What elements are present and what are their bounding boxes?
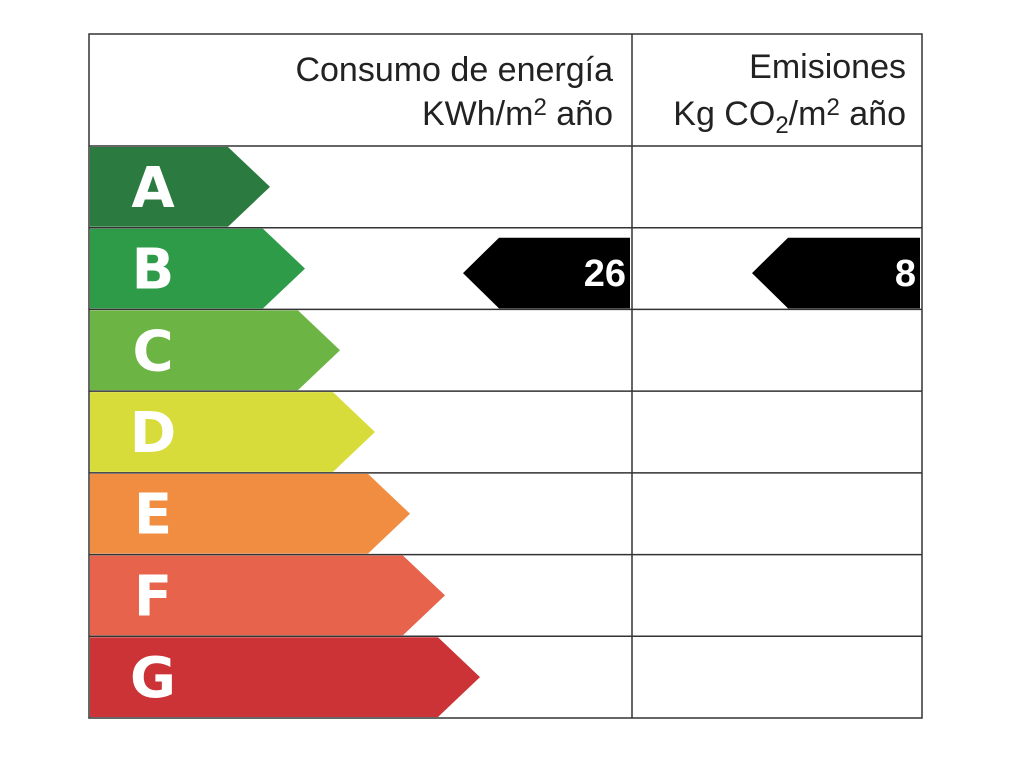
rating-letter: E [134, 483, 172, 548]
unit-text: año [840, 95, 906, 133]
unit-text: Kg CO [673, 95, 775, 133]
emissions-unit: Kg CO2/m2 año [673, 94, 906, 139]
rating-letter: A [131, 156, 175, 221]
superscript: 2 [533, 94, 546, 121]
frame [88, 33, 923, 719]
rating-letter: B [132, 238, 175, 303]
indicator-arrow [752, 237, 920, 309]
unit-text: KWh/m [422, 95, 533, 133]
subscript: 2 [775, 112, 788, 139]
energy-unit: KWh/m2 año [422, 94, 613, 133]
indicator-value: 8 [895, 253, 916, 295]
rating-arrow [90, 228, 305, 309]
indicator-value: 26 [584, 253, 626, 295]
rating-letter: F [134, 564, 172, 629]
unit-text: año [547, 95, 613, 133]
unit-text: /m [789, 95, 827, 133]
superscript: 2 [826, 94, 839, 121]
indicator-arrow [463, 237, 630, 309]
rating-letter: C [132, 319, 173, 384]
rating-arrow [90, 473, 410, 554]
rating-arrow [90, 392, 375, 472]
rating-arrow [90, 310, 340, 391]
rating-arrow [90, 637, 480, 717]
rating-letter: D [130, 401, 176, 466]
energy-title: Consumo de energía [295, 51, 613, 89]
rating-arrow [90, 555, 445, 636]
rating-arrow [90, 147, 270, 227]
rating-letter: G [130, 646, 176, 711]
emissions-title: Emisiones [749, 48, 906, 86]
